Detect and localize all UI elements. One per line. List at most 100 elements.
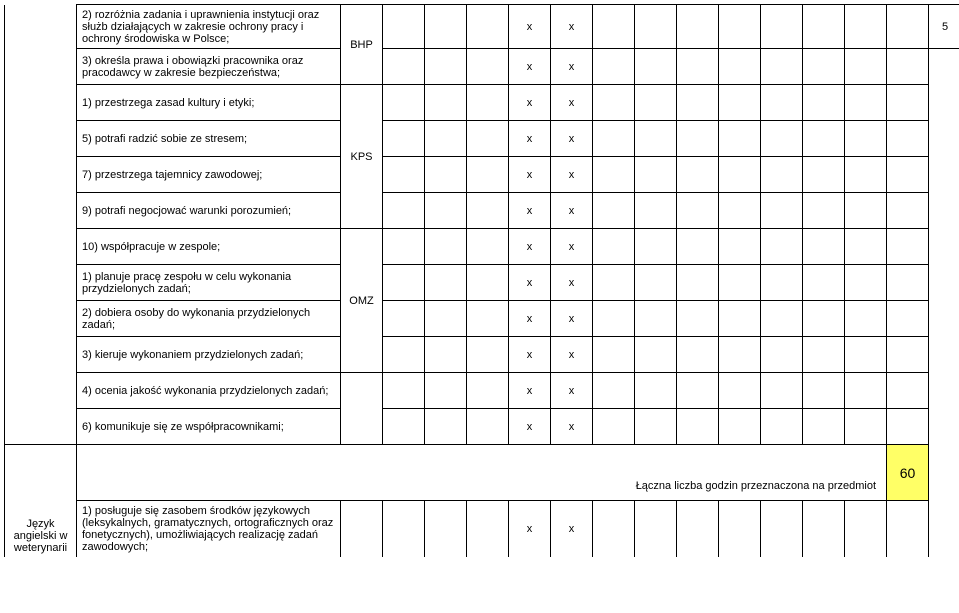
table-row: 2) rozróżnia zadania i uprawnienia insty… (5, 5, 959, 49)
cell (803, 85, 845, 121)
criterion-text: 3) kieruje wykonaniem przydzielonych zad… (77, 337, 341, 373)
cell (425, 409, 467, 445)
cell (467, 49, 509, 85)
cell (467, 157, 509, 193)
cell (845, 5, 887, 49)
cell (887, 157, 929, 193)
cell-mark: x (551, 501, 593, 557)
cell-mark: x (509, 85, 551, 121)
subject-row: 1) posługuje się zasobem środków językow… (5, 501, 959, 557)
cell (383, 157, 425, 193)
cell (635, 193, 677, 229)
table-row: 9) potrafi negocjować warunki porozumień… (5, 193, 959, 229)
cell-mark: x (509, 373, 551, 409)
cell (383, 337, 425, 373)
cell (845, 373, 887, 409)
cell (593, 193, 635, 229)
table-row: 4) ocenia jakość wykonania przydzielonyc… (5, 373, 959, 409)
cell-mark: x (551, 409, 593, 445)
cell (887, 409, 929, 445)
cell (719, 337, 761, 373)
cell (845, 265, 887, 301)
cell (635, 121, 677, 157)
cell-mark: x (509, 193, 551, 229)
cell (887, 501, 929, 557)
cell-mark: x (509, 229, 551, 265)
cell-mark: x (551, 5, 593, 49)
cell (425, 157, 467, 193)
cell (887, 5, 929, 49)
cell (761, 301, 803, 337)
cell (677, 229, 719, 265)
cell (635, 229, 677, 265)
cell-mark: x (509, 121, 551, 157)
right-gutter (929, 373, 959, 409)
right-gutter (929, 193, 959, 229)
cell (383, 5, 425, 49)
cell (719, 265, 761, 301)
cell (383, 409, 425, 445)
criterion-text: 3) określa prawa i obowiązki pracownika … (77, 49, 341, 85)
cell-mark: x (551, 193, 593, 229)
cell (803, 409, 845, 445)
cell (677, 337, 719, 373)
cell (887, 121, 929, 157)
cell (803, 121, 845, 157)
table-row: 3) określa prawa i obowiązki pracownika … (5, 49, 959, 85)
cell (635, 373, 677, 409)
cell (635, 157, 677, 193)
cell (467, 5, 509, 49)
cell (383, 85, 425, 121)
cell-mark: x (551, 337, 593, 373)
category-code: BHP (341, 5, 383, 85)
cell (383, 193, 425, 229)
criterion-text: 9) potrafi negocjować warunki porozumień… (77, 193, 341, 229)
cell-mark: x (551, 229, 593, 265)
cell (845, 337, 887, 373)
cell (719, 121, 761, 157)
cell (719, 409, 761, 445)
right-gutter (929, 409, 959, 445)
cell (383, 49, 425, 85)
cell (635, 85, 677, 121)
cell (467, 373, 509, 409)
cell (761, 5, 803, 49)
criterion-text: 1) planuje pracę zespołu w celu wykonani… (77, 265, 341, 301)
total-row: Język angielski w weterynarii Łączna lic… (5, 445, 959, 501)
cell-mark: x (551, 265, 593, 301)
right-gutter (929, 157, 959, 193)
total-hours-label: Łączna liczba godzin przeznaczona na prz… (77, 445, 887, 501)
subject-label: Język angielski w weterynarii (5, 445, 77, 557)
cell-mark: x (509, 49, 551, 85)
cell (593, 121, 635, 157)
cell (677, 49, 719, 85)
category-code: KPS (341, 85, 383, 229)
right-gutter (929, 85, 959, 121)
cell (761, 373, 803, 409)
cell (635, 501, 677, 557)
cell-mark: x (509, 337, 551, 373)
cell (845, 85, 887, 121)
cell-mark: x (551, 49, 593, 85)
cell (677, 301, 719, 337)
right-gutter (929, 301, 959, 337)
cell (887, 193, 929, 229)
cell (593, 5, 635, 49)
cell (467, 301, 509, 337)
cell (677, 409, 719, 445)
cell (677, 265, 719, 301)
right-gutter (929, 501, 959, 557)
cell (845, 193, 887, 229)
cell (593, 265, 635, 301)
cell (803, 337, 845, 373)
right-gutter (929, 121, 959, 157)
cell (467, 193, 509, 229)
curriculum-table: 2) rozróżnia zadania i uprawnienia insty… (4, 4, 959, 557)
cell (719, 157, 761, 193)
cell (593, 85, 635, 121)
criterion-text: 6) komunikuje się ze współpracownikami; (77, 409, 341, 445)
cell (887, 49, 929, 85)
cell (467, 409, 509, 445)
cell (425, 373, 467, 409)
cell (719, 49, 761, 85)
